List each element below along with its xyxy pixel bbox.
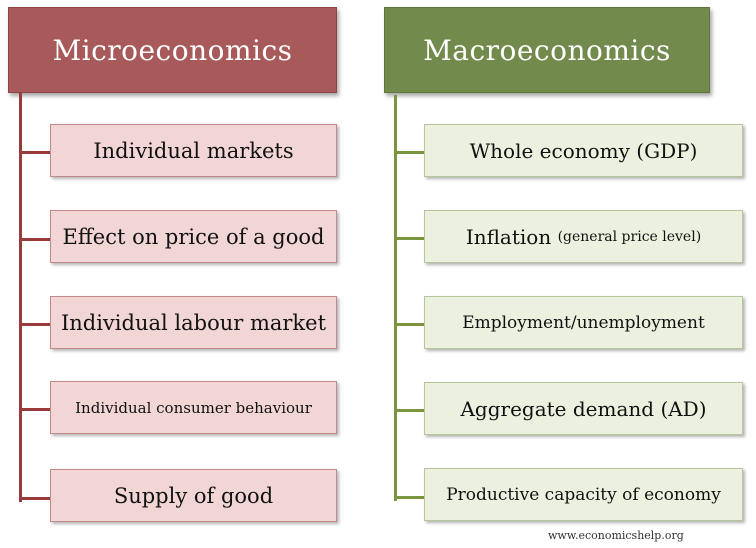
micro-connector-branch [19,323,51,326]
micro-item-label: Effect on price of a good [62,224,325,249]
micro-connector-trunk [19,93,22,502]
macro-connector-branch [394,323,425,326]
source-watermark: www.economicshelp.org [548,529,684,542]
macro-item-label: Aggregate demand (AD) [460,396,707,421]
macro-item-label: Productive capacity of economy [446,484,721,505]
macro-item-label: Employment/unemployment [462,312,705,333]
microeconomics-header: Microeconomics [8,7,337,93]
micro-item-effect-on-price: Effect on price of a good [50,210,337,263]
micro-item-individual-markets: Individual markets [50,124,337,177]
micro-item-labour-market: Individual labour market [50,296,337,349]
macroeconomics-title: Macroeconomics [423,33,671,67]
macro-item-label: Inflation [465,224,552,249]
micro-item-label: Individual markets [93,138,294,163]
micro-connector-branch [19,497,51,500]
macro-item-label: Whole economy (GDP) [469,138,698,163]
macroeconomics-header: Macroeconomics [384,7,710,93]
macro-connector-branch [394,409,425,412]
macro-connector-branch [394,496,425,499]
micro-connector-branch [19,408,51,411]
macro-item-employment: Employment/unemployment [424,296,743,349]
micro-item-label: Supply of good [113,483,274,508]
micro-connector-branch [19,238,51,241]
micro-item-label: Individual consumer behaviour [75,398,312,417]
microeconomics-title: Microeconomics [52,33,293,67]
macro-connector-branch [394,151,425,154]
micro-item-consumer-behaviour: Individual consumer behaviour [50,381,337,434]
macro-item-inflation: Inflation (general price level) [424,210,743,263]
macro-item-sublabel: (general price level) [557,228,702,245]
micro-connector-branch [19,151,51,154]
macro-item-whole-economy: Whole economy (GDP) [424,124,743,177]
macro-item-aggregate-demand: Aggregate demand (AD) [424,382,743,435]
macro-connector-trunk [394,95,397,501]
micro-item-label: Individual labour market [60,310,327,335]
micro-item-supply-of-good: Supply of good [50,469,337,522]
macro-item-productive-capacity: Productive capacity of economy [424,468,743,521]
macro-connector-branch [394,237,425,240]
